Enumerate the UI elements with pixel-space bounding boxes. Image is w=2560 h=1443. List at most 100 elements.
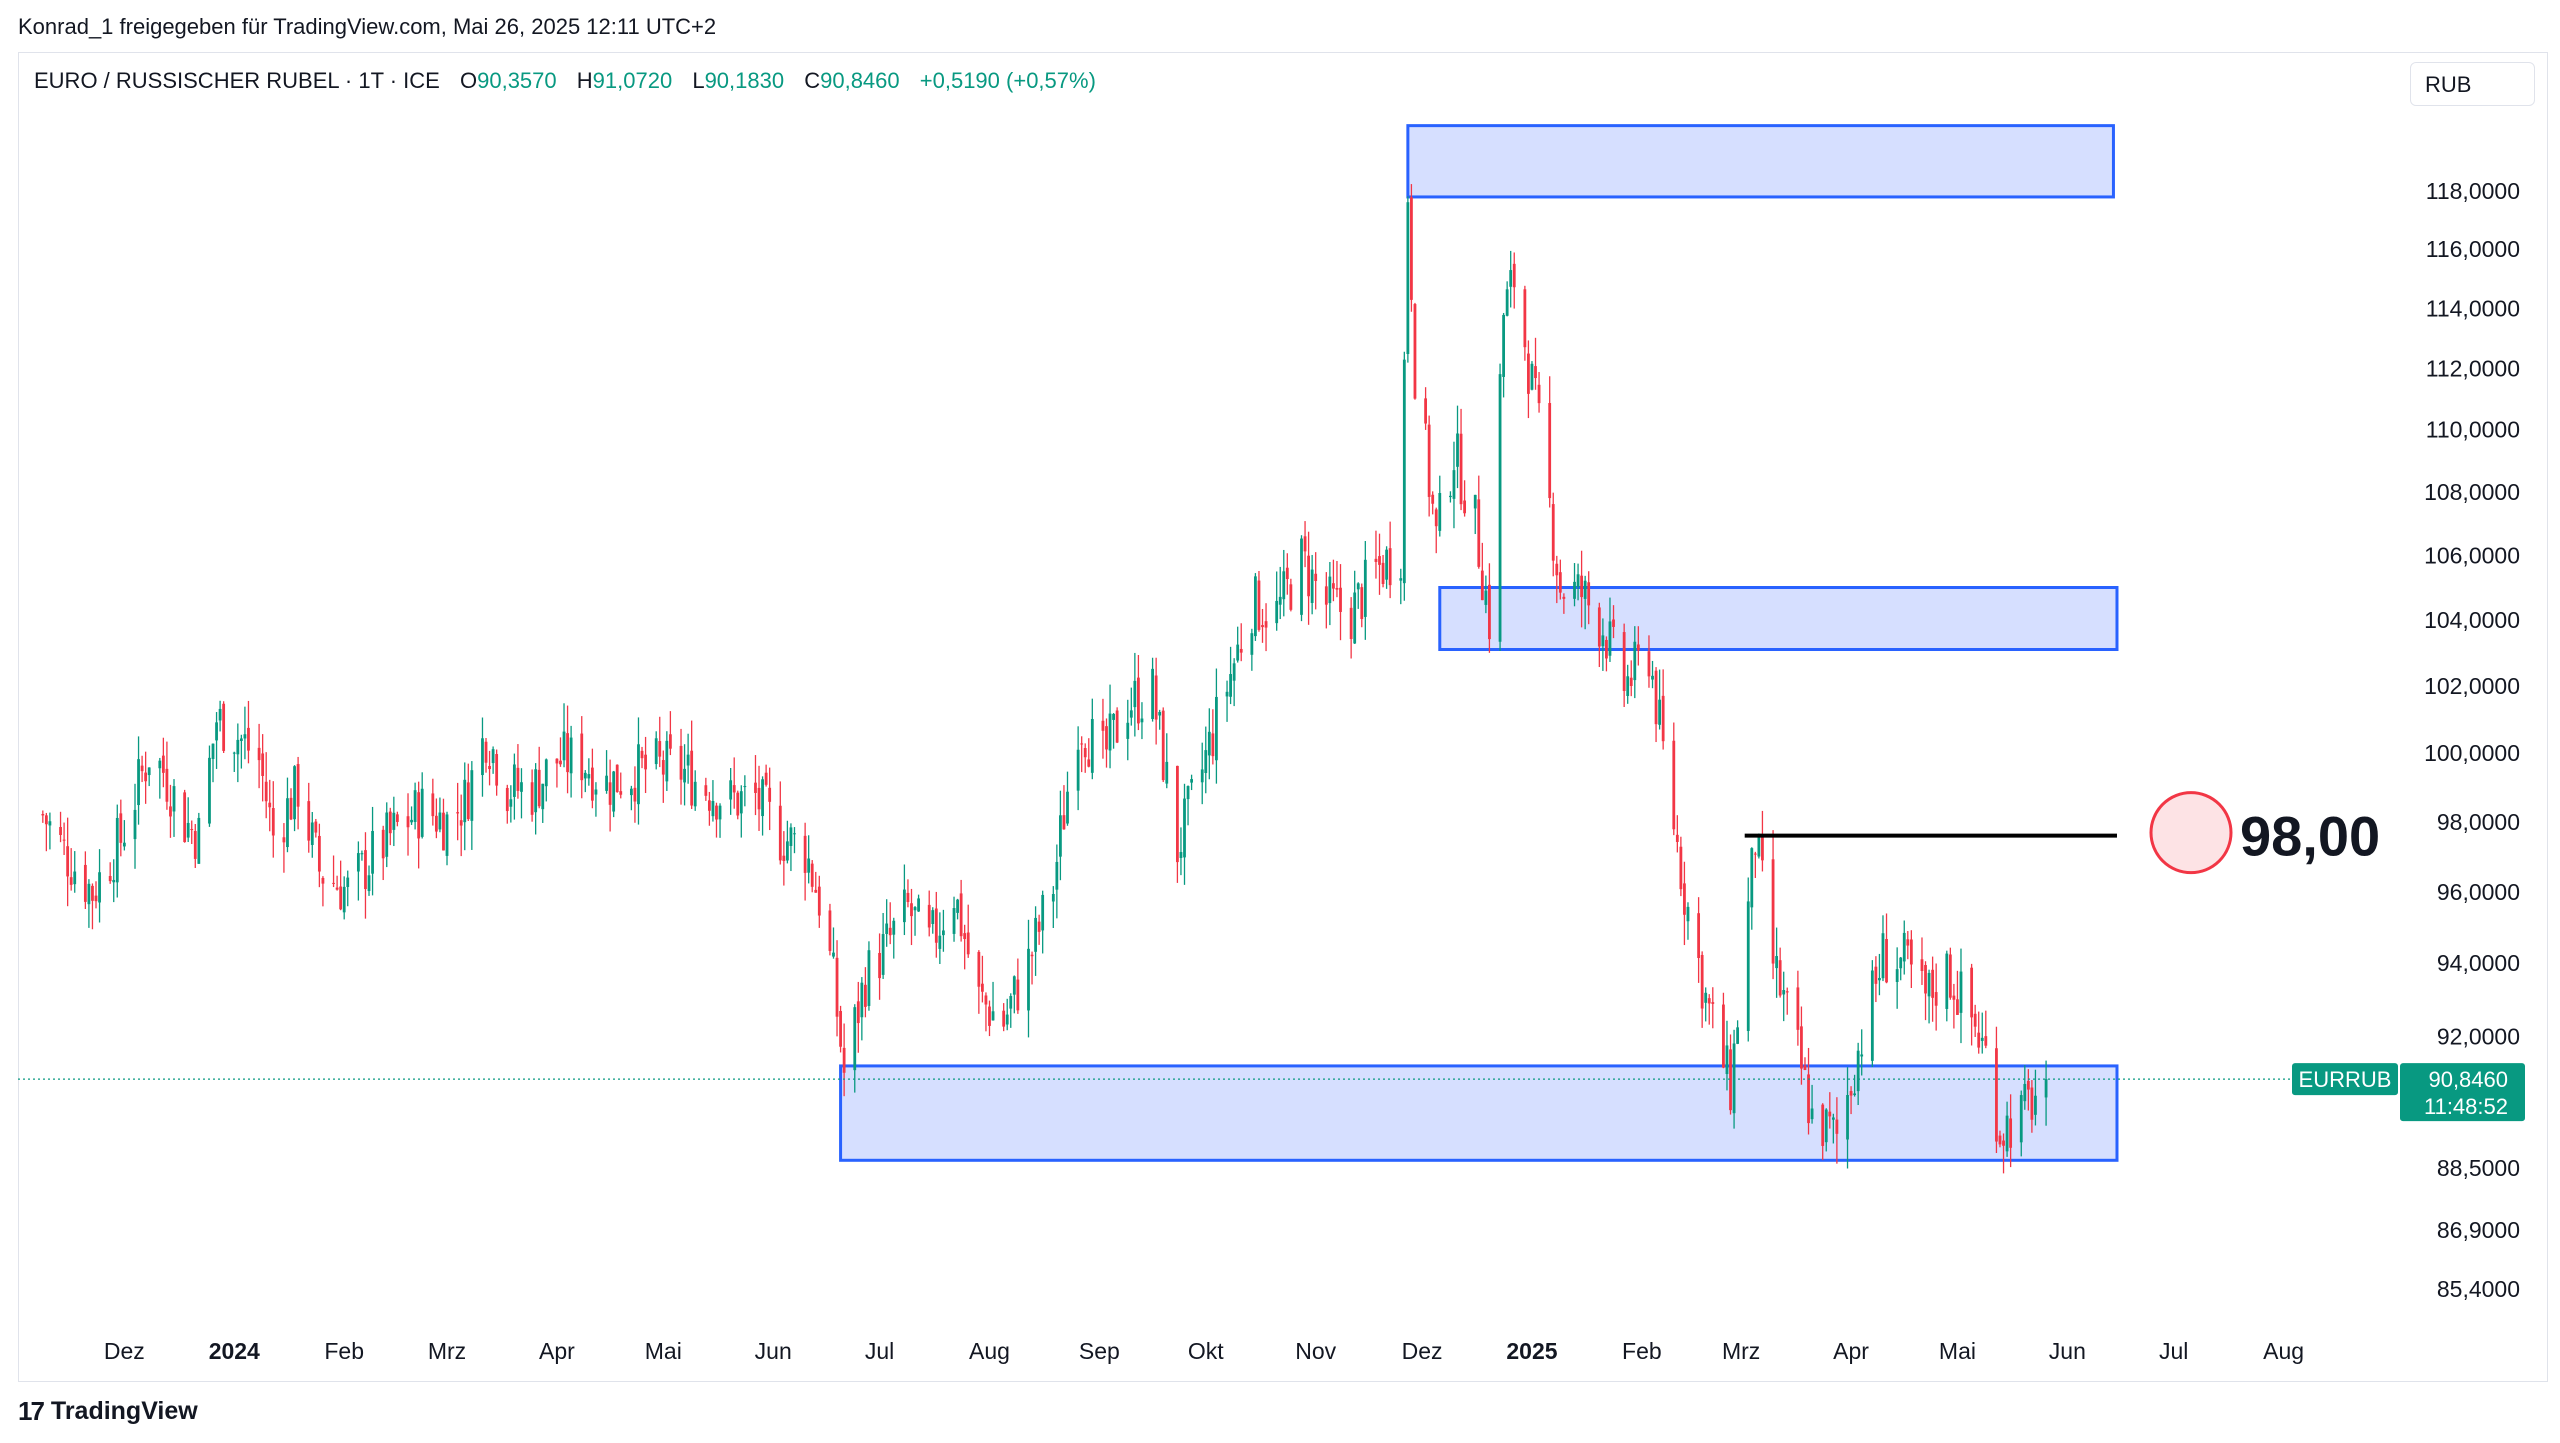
candle-body-398	[2009, 1118, 2013, 1148]
candle-body-24	[158, 760, 162, 769]
candle-body-363	[1835, 1119, 1839, 1134]
candle-body-246	[1257, 580, 1261, 630]
y-tick-label: 102,0000	[2424, 673, 2520, 699]
candle-body-359	[1821, 1104, 1825, 1146]
candle-body-367	[1856, 1050, 1860, 1092]
candle-body-291	[1480, 570, 1484, 601]
candle-body-166	[860, 982, 864, 1018]
candle-body-16	[115, 817, 119, 883]
candle-body-154	[803, 835, 807, 873]
candle-body-390	[1973, 1013, 1977, 1027]
candle-body-324	[1647, 651, 1651, 677]
y-tick-label: 104,0000	[2424, 607, 2520, 633]
currency-button[interactable]: RUB	[2410, 62, 2535, 106]
candle-body-179	[927, 904, 931, 928]
candle-body-401	[2026, 1080, 2030, 1090]
candle-body-156	[810, 863, 814, 887]
candle-body-62	[342, 886, 346, 913]
candle-body-380	[1924, 965, 1927, 994]
candle-body-328	[1661, 695, 1665, 742]
candle-body-392	[1980, 1037, 1984, 1041]
candle-body-240	[1229, 674, 1232, 697]
candle-body-178	[917, 898, 920, 912]
candle-body-247	[1261, 625, 1264, 628]
candle-body-44	[257, 747, 261, 761]
candle-body-127	[665, 740, 669, 782]
x-tick-label: 2024	[209, 1338, 260, 1364]
candle-body-36	[215, 722, 218, 741]
candle-body-198	[1016, 979, 1020, 1011]
candle-body-251	[1282, 571, 1286, 600]
candle-body-384	[1945, 953, 1949, 1009]
candle-body-2	[44, 815, 48, 825]
candle-body-147	[764, 772, 768, 785]
candle-body-50	[286, 798, 289, 848]
x-tick-label: Mai	[645, 1338, 682, 1364]
candle-body-110	[583, 772, 587, 779]
candle-body-165	[856, 1001, 860, 1024]
symbol-legend: EURO / RUSSISCHER RUBEL · 1T · ICE O90,3…	[34, 68, 1096, 94]
candle-body-37	[218, 708, 222, 721]
candle-body-57	[317, 835, 321, 872]
candle-body-219	[1126, 722, 1130, 739]
candle-body-216	[1108, 713, 1112, 751]
candle-body-352	[1782, 990, 1786, 995]
candle-body-168	[867, 950, 871, 1006]
x-tick-label: Jun	[755, 1338, 792, 1364]
candle-body-1	[41, 814, 45, 816]
candle-body-141	[736, 792, 740, 816]
candle-body-199	[1027, 948, 1030, 1011]
candle-body-389	[1970, 967, 1974, 1018]
candle-body-116	[612, 771, 616, 812]
candle-body-222	[1137, 677, 1140, 724]
candle-body-345	[1750, 848, 1754, 908]
candle-body-242	[1236, 644, 1240, 661]
candle-body-327	[1658, 699, 1662, 725]
zone-rect-1[interactable]	[1406, 124, 2115, 199]
candle-body-146	[761, 779, 764, 817]
candle-body-89	[481, 738, 484, 776]
candle-body-226	[1158, 711, 1162, 716]
target-circle[interactable]	[2149, 791, 2233, 875]
candle-body-28	[172, 786, 176, 812]
candle-body-206	[1059, 815, 1062, 857]
price-tag	[2400, 1063, 2525, 1122]
candle-body-340	[1725, 1045, 1729, 1075]
candle-body-129	[679, 745, 683, 780]
candle-body-187	[963, 933, 967, 940]
candle-body-140	[732, 785, 736, 793]
candle-body-221	[1133, 680, 1137, 708]
candle-body-85	[459, 820, 463, 826]
candle-body-193	[991, 1011, 995, 1021]
candle-body-196	[1009, 996, 1013, 1009]
candle-body-14	[108, 875, 112, 882]
time-axis: Dez 2024 Feb Mrz Apr Mai Jun Jul Aug Sep Okt Nov Dez…	[104, 1338, 2304, 1364]
candle-body-272	[1385, 549, 1388, 580]
candle-body-294	[1498, 374, 1502, 642]
candle-body-171	[885, 923, 889, 934]
candle-body-160	[832, 952, 835, 957]
candle-body-366	[1853, 1093, 1857, 1096]
candle-body-77	[417, 792, 421, 839]
tradingview-footer[interactable]: 17 TradingView	[18, 1396, 198, 1427]
candle-body-298	[1512, 263, 1516, 288]
candle-body-66	[364, 850, 367, 890]
candle-body-11	[91, 885, 94, 901]
candle-body-284	[1449, 495, 1452, 498]
candle-body-87	[466, 782, 470, 820]
candle-body-33	[197, 817, 201, 864]
supply-demand-zones	[839, 124, 2119, 1162]
candle-body-90	[484, 741, 488, 763]
candle-body-118	[619, 791, 623, 795]
zone-rect-2[interactable]	[1438, 586, 2119, 652]
candle-body-288	[1463, 500, 1467, 514]
candle-body-271	[1381, 562, 1385, 584]
candle-body-306	[1555, 563, 1559, 576]
candle-body-67	[367, 875, 371, 892]
zone-rect-3[interactable]	[839, 1064, 2119, 1162]
candle-body-374	[1895, 969, 1899, 982]
candle-body-263	[1339, 587, 1342, 612]
symbol-name[interactable]: EURO / RUSSISCHER RUBEL · 1T · ICE	[34, 68, 440, 93]
candle-body-94	[505, 787, 509, 812]
